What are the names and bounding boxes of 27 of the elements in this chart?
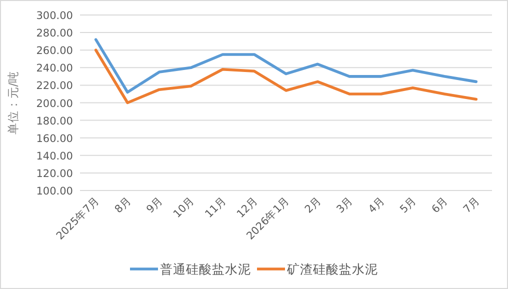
legend-label: 普通硅酸盐水泥 — [160, 262, 251, 276]
y-tick-label: 240.00 — [36, 62, 73, 75]
line-series — [94, 38, 478, 94]
line-series — [94, 48, 478, 104]
x-tick-label: 12月 — [234, 194, 260, 220]
y-tick-label: 140.00 — [36, 150, 73, 162]
y-axis-title: 单位：元/吨 — [6, 70, 20, 135]
y-tick-label: 160.00 — [36, 132, 73, 145]
x-tick-label: 2月 — [302, 194, 324, 216]
x-tick-label: 9月 — [144, 194, 166, 216]
x-tick-label: 6月 — [430, 194, 451, 216]
x-tick-label: 8月 — [112, 194, 134, 216]
legend-label: 矿渣硅酸盐水泥 — [286, 262, 378, 276]
y-tick-label: 100.00 — [36, 186, 73, 198]
x-tick-label: 5月 — [398, 194, 419, 216]
x-tick-label: 7月 — [461, 194, 482, 216]
y-tick-label: 260.00 — [36, 45, 73, 58]
y-tick-label: 300.00 — [36, 10, 73, 22]
x-tick-label: 11月 — [203, 194, 229, 220]
y-tick-label: 280.00 — [36, 28, 73, 40]
y-tick-label: 200.00 — [36, 98, 73, 110]
x-tick-label: 10月 — [171, 194, 198, 220]
x-tick-label: 3月 — [334, 194, 356, 216]
x-tick-label: 4月 — [366, 194, 388, 216]
y-tick-label: 120.00 — [36, 168, 73, 180]
y-tick-label: 180.00 — [36, 115, 73, 128]
y-tick-label: 220.00 — [36, 80, 73, 92]
